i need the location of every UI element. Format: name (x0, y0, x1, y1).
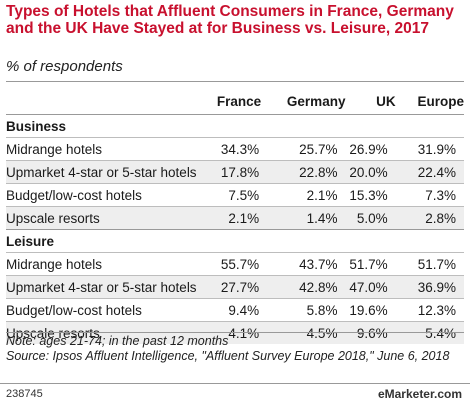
data-table: France Germany UK Europe Business Midrang… (6, 88, 464, 344)
chart-id: 238745 (6, 388, 43, 400)
table-row: Midrange hotels 55.7% 43.7% 51.7% 51.7% (6, 252, 464, 276)
cell-value: 1.4% (267, 206, 346, 230)
row-label: Upmarket 4-star or 5-star hotels (6, 275, 203, 299)
cell-value: 2.1% (267, 183, 346, 207)
table-body: Business Midrange hotels 34.3% 25.7% 26.9% 31… (6, 114, 464, 344)
row-label: Upmarket 4-star or 5-star hotels (6, 160, 203, 184)
column-header-uk: UK (376, 93, 396, 109)
cell-value: 5.0% (345, 206, 396, 230)
cell-value: 7.5% (202, 183, 268, 207)
cell-value: 27.7% (202, 275, 268, 299)
cell-value: 26.9% (345, 137, 396, 161)
table-row: Budget/low-cost hotels 7.5% 2.1% 15.3% 7.3% (6, 183, 464, 207)
cell-value: 15.3% (345, 183, 396, 207)
cell-value: 12.3% (395, 298, 464, 322)
cell-value: 22.4% (395, 160, 464, 184)
cell-value: 51.7% (395, 252, 464, 276)
table-row: Upmarket 4-star or 5-star hotels 27.7% 42.… (6, 275, 464, 299)
cell-value: 20.0% (345, 160, 396, 184)
notes: Note: ages 21-74; in the past 12 months … (6, 334, 468, 364)
section-label: Leisure (6, 229, 464, 253)
section-row-business: Business (6, 114, 464, 138)
row-label: Budget/low-cost hotels (6, 183, 203, 207)
cell-value: 2.1% (202, 206, 268, 230)
cell-value: 55.7% (202, 252, 268, 276)
header-blank (6, 88, 203, 115)
table-row: Upscale resorts 2.1% 1.4% 5.0% 2.8% (6, 206, 464, 230)
row-label: Budget/low-cost hotels (6, 298, 203, 322)
table-row: Upscale resorts 4.1% 4.5% 9.6% 5.4% (6, 321, 464, 344)
cell-value: 31.9% (395, 137, 464, 161)
chart-title: Types of Hotels that Affluent Consumers … (6, 3, 454, 37)
section-label: Business (6, 114, 464, 138)
cell-value: 43.7% (267, 252, 346, 276)
cell-value: 36.9% (395, 275, 464, 299)
cell-value: 19.6% (345, 298, 396, 322)
note-text: Note: ages 21-74; in the past 12 months (6, 334, 229, 348)
bottom-divider (6, 332, 464, 333)
cell-value: 22.8% (267, 160, 346, 184)
cell-value: 17.8% (202, 160, 268, 184)
cell-value: 2.8% (395, 206, 464, 230)
cell-value: 42.8% (267, 275, 346, 299)
table-row: Upmarket 4-star or 5-star hotels 17.8% 22.… (6, 160, 464, 184)
section-row-leisure: Leisure (6, 229, 464, 253)
chart-subtitle: % of respondents (6, 58, 123, 75)
cell-value: 34.3% (202, 137, 268, 161)
row-label: Midrange hotels (6, 252, 203, 276)
header-row: France Germany UK Europe (6, 88, 464, 115)
source-text: Source: Ipsos Affluent Intelligence, "Af… (6, 349, 450, 363)
column-header-france: France (216, 93, 262, 109)
table-row: Budget/low-cost hotels 9.4% 5.8% 19.6% 12.3% (6, 298, 464, 322)
table-row: Midrange hotels 34.3% 25.7% 26.9% 31.9% (6, 137, 464, 161)
top-divider (6, 81, 464, 82)
column-header-europe: Europe (417, 93, 464, 109)
row-label: Upscale resorts (6, 206, 203, 230)
emarketer-logo[interactable]: eMarketer.com (377, 387, 462, 401)
cell-value: 47.0% (345, 275, 396, 299)
column-header-germany: Germany (286, 93, 346, 109)
footer: 238745 eMarketer.com (0, 383, 470, 404)
cell-value: 5.8% (267, 298, 346, 322)
cell-value: 25.7% (267, 137, 346, 161)
cell-value: 51.7% (345, 252, 396, 276)
cell-value: 9.4% (202, 298, 268, 322)
cell-value: 7.3% (395, 183, 464, 207)
row-label: Midrange hotels (6, 137, 203, 161)
